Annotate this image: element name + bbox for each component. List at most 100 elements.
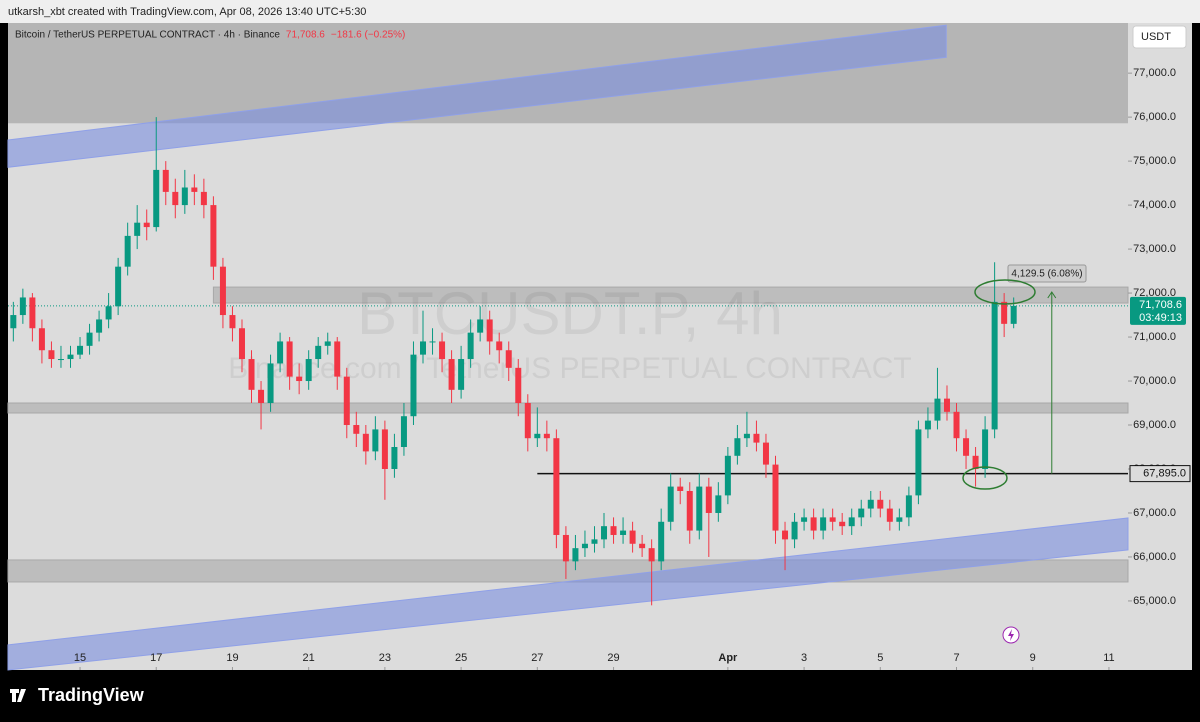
candle-body (210, 205, 217, 267)
candle-body (458, 359, 465, 390)
last-price-label: 71,708.6 (1139, 299, 1182, 311)
candle-body (324, 341, 331, 346)
candle-body (963, 438, 970, 456)
candle-body (96, 319, 103, 333)
x-tick-label: Apr (718, 652, 738, 664)
candle-body (448, 359, 455, 390)
candle-body (601, 526, 608, 540)
candle-body (67, 354, 74, 360)
currency: USDT (1141, 31, 1171, 43)
zone (212, 286, 1129, 304)
candle-body (591, 539, 598, 544)
measure-label-box (1007, 264, 1087, 283)
x-tick-label: 17 (150, 652, 162, 664)
candle-body (829, 517, 836, 522)
x-tick-label: 9 (1030, 652, 1036, 664)
candle-body (353, 425, 360, 434)
y-tick-label: 67,000.0 (1133, 507, 1176, 519)
candle-body (639, 543, 646, 549)
x-tick-label: 3 (801, 652, 807, 664)
watermark: Binance.com / TetherUS PERPETUAL CONTRAC… (228, 352, 912, 385)
candle-body (477, 319, 484, 333)
candle-body (115, 266, 122, 307)
y-tick-label: 75,000.0 (1133, 155, 1176, 167)
candle-body (105, 306, 112, 320)
candle-body (715, 495, 722, 513)
candle-body (610, 526, 617, 535)
candle-body (191, 187, 198, 192)
candle-body (658, 521, 665, 562)
y-tick-label: 74,000.0 (1133, 199, 1176, 211)
candle-body (29, 297, 36, 329)
top-bar (0, 0, 1200, 23)
candle-body (801, 517, 808, 522)
logo: TradingView (10, 685, 145, 705)
candle-body (943, 398, 950, 412)
measure-label: 4,129.5 (6.08%) (1011, 269, 1082, 280)
last-price-box (1130, 296, 1186, 325)
x-tick-label: 27 (531, 652, 543, 664)
candle-body (124, 235, 131, 267)
candle-body (153, 169, 160, 228)
candle-body (286, 341, 293, 377)
candle-body (229, 315, 236, 329)
candle-body (19, 297, 26, 316)
candle-body (896, 517, 903, 522)
x-tick-label: 23 (379, 652, 391, 664)
watermark: BTCUSDT.P, 4h (357, 280, 783, 347)
chart-title: Bitcoin / TetherUS PERPETUAL CONTRACT · … (15, 30, 280, 41)
candle-body (515, 367, 522, 404)
candle-body (991, 301, 998, 430)
candle-body (877, 499, 884, 509)
y-tick-label: 71,000.0 (1133, 331, 1176, 343)
candle-body (334, 341, 341, 377)
highlight-ellipse (962, 466, 1008, 490)
candle-body (581, 543, 588, 549)
candle-body (238, 328, 245, 360)
candle-body (181, 187, 188, 206)
candle-body (172, 191, 179, 206)
candle-body (734, 438, 741, 456)
logo-mark (10, 689, 26, 702)
plot: BTCUSDT.P, 4h Binance.com / TetherUS PERP… (7, 23, 1191, 671)
candle-body (524, 403, 531, 439)
candle-body (219, 266, 226, 316)
candle-body (305, 359, 312, 382)
candle-body (372, 429, 379, 452)
measure-arrowhead (1047, 291, 1057, 299)
currency-button[interactable] (1132, 25, 1187, 49)
candle-body (553, 438, 560, 535)
candle-body (648, 548, 655, 562)
y-tick-label: 77,000.0 (1133, 67, 1176, 79)
candle-body (296, 376, 303, 382)
countdown: 03:49:13 (1139, 312, 1182, 324)
candle-body (258, 389, 265, 404)
candle-body (162, 169, 169, 192)
channel (7, 24, 947, 168)
candle-body (534, 433, 541, 439)
level-label: 67,895.0 (1143, 468, 1186, 480)
candle-body (410, 354, 417, 417)
x-tick-label: 25 (455, 652, 467, 664)
candle-body (1001, 301, 1008, 324)
candle-body (200, 191, 207, 206)
x-tick-label: 21 (303, 652, 315, 664)
candle-body (57, 359, 64, 361)
y-tick-label: 72,000.0 (1133, 287, 1176, 299)
candle-body (905, 495, 912, 518)
candle-body (86, 332, 93, 346)
x-tick-label: 5 (877, 652, 883, 664)
candle-body (419, 341, 426, 355)
candle-body (572, 548, 579, 562)
candle-body (915, 429, 922, 496)
candle-body (77, 345, 84, 355)
candle-body (143, 222, 150, 228)
candle-body (753, 433, 760, 443)
alert-icon-bolt (1008, 629, 1014, 641)
candle-body (391, 447, 398, 469)
candle-body (505, 350, 512, 368)
candle-body (858, 508, 865, 518)
header-change: −181.6 (−0.25%) (331, 30, 406, 41)
channel (7, 517, 1129, 671)
logo-text: TradingView (38, 685, 145, 705)
